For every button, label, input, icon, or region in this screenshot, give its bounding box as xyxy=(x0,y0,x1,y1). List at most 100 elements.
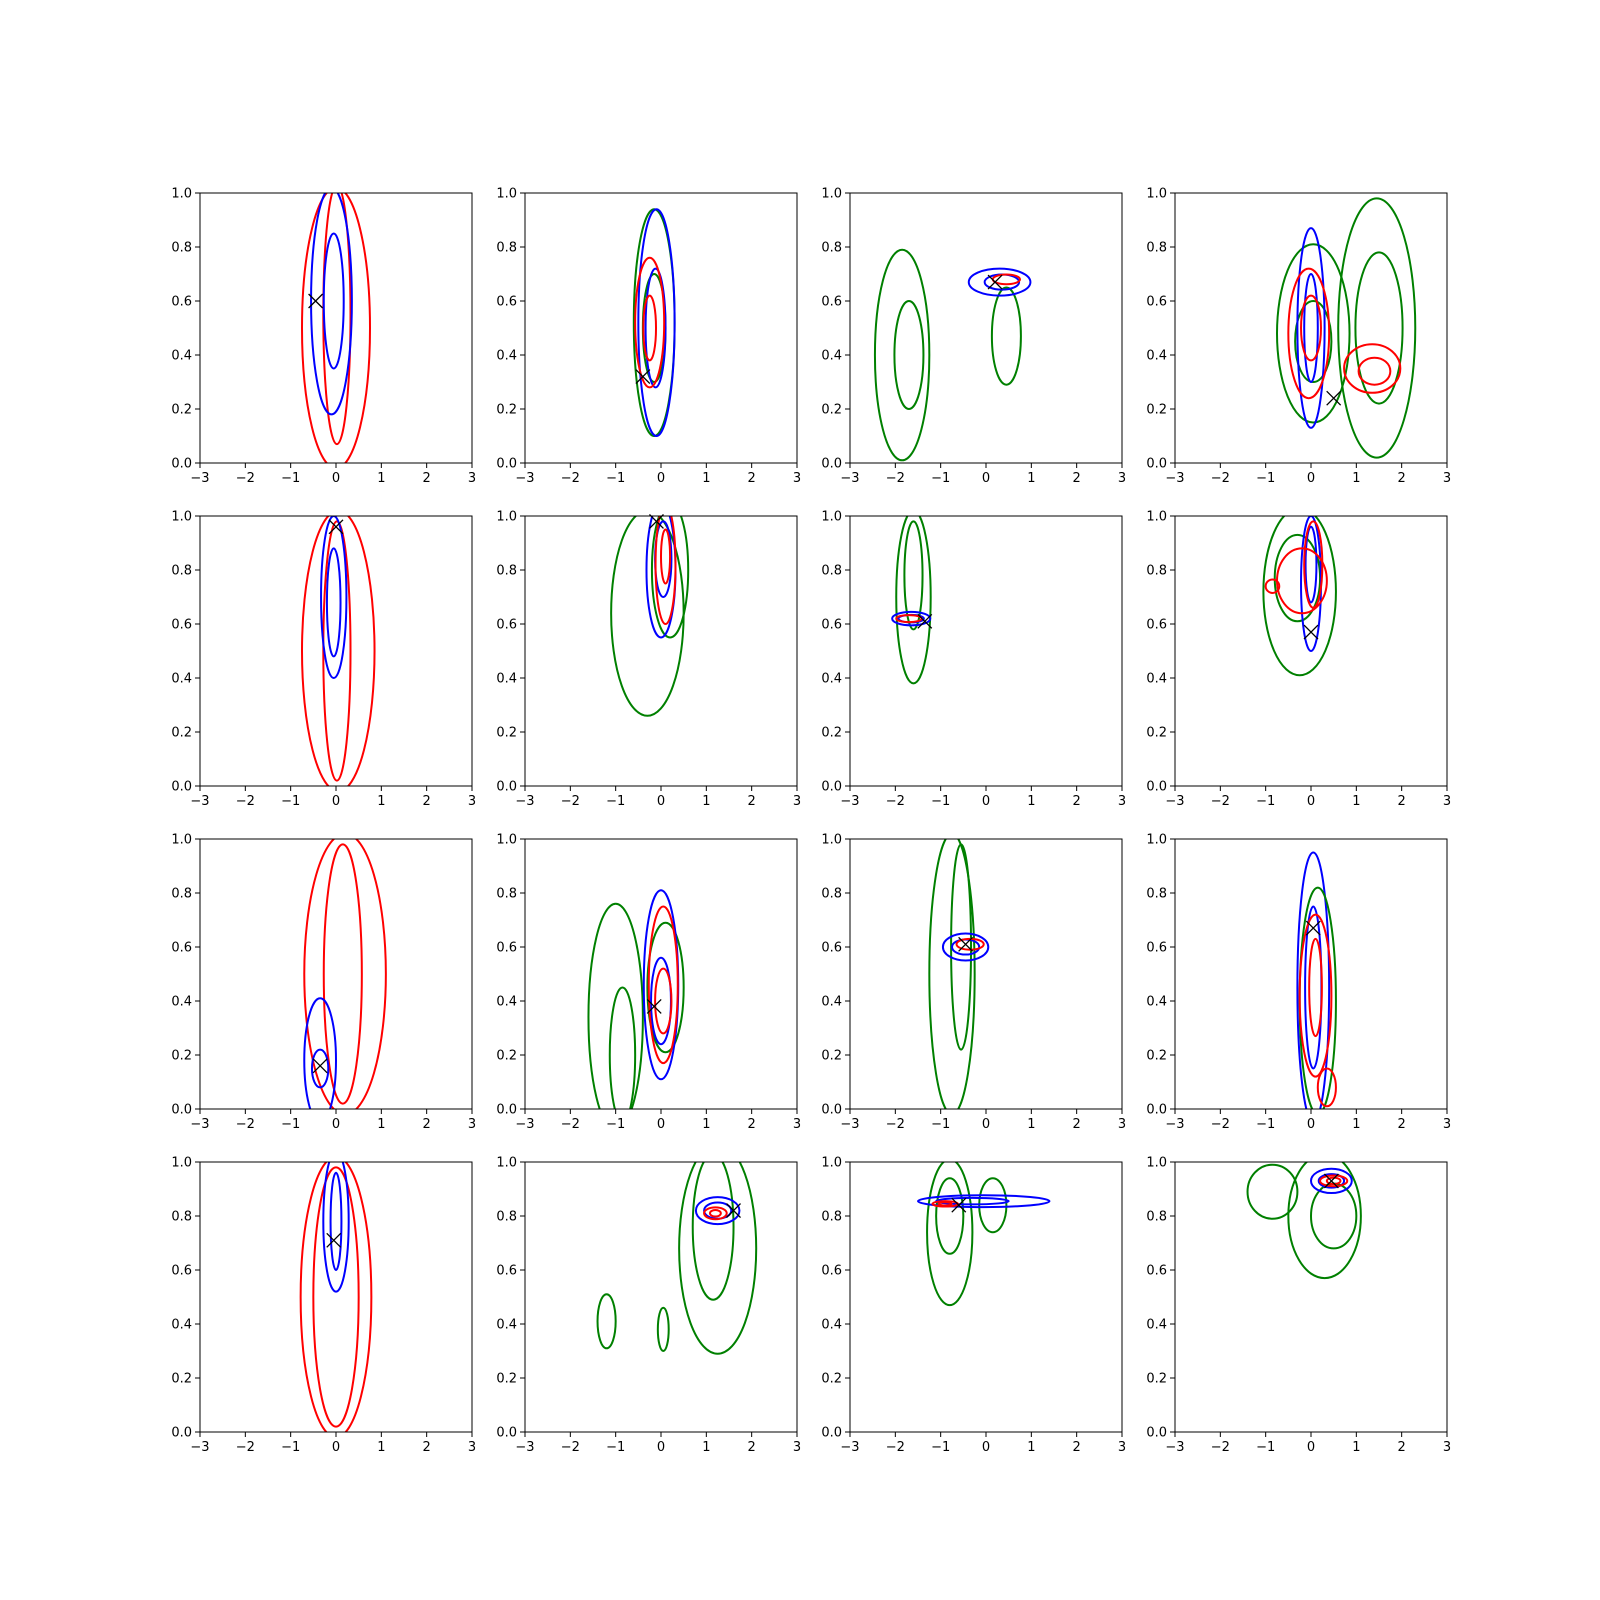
green-contour-1 xyxy=(928,839,976,1109)
axes-frame xyxy=(849,838,1123,1110)
x-tick-label: −2 xyxy=(236,1117,255,1132)
x-tick-label: 1 xyxy=(1027,1440,1035,1455)
y-tick-label: 0.8 xyxy=(496,887,517,902)
x-tick-label: −3 xyxy=(515,471,534,486)
x-tick-label: 0 xyxy=(657,471,665,486)
y-tick-label: 0.8 xyxy=(496,241,517,256)
x-tick-label: −3 xyxy=(190,471,209,486)
x-marker xyxy=(1323,1173,1339,1189)
panel-r2-c3: −3 −2 −1 0 1 2 3 0.0 0.2 0.4 0.6 0.8 1.0 xyxy=(821,510,1126,810)
contour-group xyxy=(301,516,376,786)
x-marker xyxy=(958,936,974,952)
x-tick-label: −1 xyxy=(606,471,625,486)
x-tick-label: −2 xyxy=(561,1440,580,1455)
x-tick-label: −1 xyxy=(1256,471,1275,486)
blue-contour-4 xyxy=(322,232,345,370)
x-marker xyxy=(726,1203,741,1219)
blue-contour-4 xyxy=(310,1048,330,1089)
panel-r1-c3: −3 −2 −1 0 1 2 3 0.0 0.2 0.4 0.6 0.8 1.0 xyxy=(821,187,1126,487)
axes-frame xyxy=(849,1161,1123,1433)
x-tick-label: 2 xyxy=(423,471,431,486)
red-contour-7 xyxy=(1264,578,1281,594)
panel-r4-c3: −3 −2 −1 0 1 2 3 0.0 0.2 0.4 0.6 0.8 1.0 xyxy=(821,1156,1126,1456)
contour-group xyxy=(1246,1162,1362,1280)
y-tick-label: 1.0 xyxy=(1146,1156,1167,1171)
x-tick-label: 2 xyxy=(423,794,431,809)
y-tick-label: 0.6 xyxy=(171,295,192,310)
x-tick-label: 2 xyxy=(748,1440,756,1455)
y-tick-label: 0.2 xyxy=(1146,1049,1167,1064)
green-contour-2 xyxy=(608,986,637,1109)
x-tick-label: 0 xyxy=(1307,794,1315,809)
contour-group xyxy=(1276,197,1417,459)
x-tick-label: 2 xyxy=(423,1117,431,1132)
contour-group xyxy=(610,516,690,717)
x-tick-label: −1 xyxy=(606,1440,625,1455)
x-tick-label: 3 xyxy=(793,794,801,809)
green-contour-3 xyxy=(1246,1163,1299,1220)
x-tick-label: −3 xyxy=(1165,1117,1184,1132)
y-tick-label: 0.4 xyxy=(171,995,192,1010)
y-tick-label: 0.0 xyxy=(496,1426,517,1441)
blue-contour-3 xyxy=(941,932,990,962)
y-tick-label: 0.6 xyxy=(821,295,842,310)
green-contour-3 xyxy=(646,921,685,1054)
x-tick-label: 0 xyxy=(657,1117,665,1132)
x-tick-label: 2 xyxy=(748,1117,756,1132)
blue-contour-6 xyxy=(1303,273,1319,383)
blue-contour-4 xyxy=(967,267,1032,297)
x-tick-label: −3 xyxy=(840,1440,859,1455)
green-contour-3 xyxy=(596,1293,617,1350)
y-tick-label: 1.0 xyxy=(496,187,517,202)
y-tick-label: 0.8 xyxy=(171,241,192,256)
axes-frame xyxy=(1174,838,1448,1110)
y-tick-label: 0.2 xyxy=(171,1049,192,1064)
x-marker xyxy=(312,1058,328,1074)
y-tick-label: 0.6 xyxy=(1146,1264,1167,1279)
y-tick-label: 0.0 xyxy=(1146,1103,1167,1118)
blue-contour-3 xyxy=(310,193,353,416)
y-tick-label: 0.2 xyxy=(496,1049,517,1064)
x-tick-label: 3 xyxy=(1443,794,1451,809)
green-contour-1 xyxy=(926,1162,974,1307)
y-tick-label: 0.4 xyxy=(171,349,192,364)
y-tick-label: 0.2 xyxy=(171,1372,192,1387)
blue-contour-4 xyxy=(329,1171,343,1272)
red-contour-6 xyxy=(1303,520,1324,609)
x-tick-label: −3 xyxy=(840,1117,859,1132)
panel-r3-c4: −3 −2 −1 0 1 2 3 0.0 0.2 0.4 0.6 0.8 1.0 xyxy=(1146,833,1451,1133)
panel-r3-c2: −3 −2 −1 0 1 2 3 0.0 0.2 0.4 0.6 0.8 1.0 xyxy=(496,833,801,1133)
red-contour-5 xyxy=(654,516,677,625)
y-tick-label: 1.0 xyxy=(496,1156,517,1171)
y-tick-label: 0.4 xyxy=(821,995,842,1010)
panel-r1-c2: −3 −2 −1 0 1 2 3 0.0 0.2 0.4 0.6 0.8 1.0 xyxy=(496,187,801,487)
x-marker xyxy=(1326,390,1342,406)
x-marker xyxy=(917,613,933,629)
x-tick-label: 1 xyxy=(1027,471,1035,486)
x-marker xyxy=(308,293,324,309)
x-marker xyxy=(1303,624,1319,640)
blue-contour-4 xyxy=(325,547,342,658)
red-contour-5 xyxy=(634,256,666,389)
panel-r2-c2: −3 −2 −1 0 1 2 3 0.0 0.2 0.4 0.6 0.8 1.0 xyxy=(496,510,801,810)
axes-frame xyxy=(524,192,798,464)
y-tick-label: 0.0 xyxy=(821,1426,842,1441)
y-tick-label: 0.6 xyxy=(496,941,517,956)
y-tick-label: 0.8 xyxy=(496,564,517,579)
x-tick-label: −1 xyxy=(1256,794,1275,809)
y-tick-label: 1.0 xyxy=(171,1156,192,1171)
y-tick-label: 0.6 xyxy=(821,1264,842,1279)
x-tick-label: 3 xyxy=(1118,1440,1126,1455)
x-tick-label: −1 xyxy=(931,1440,950,1455)
red-contour-6 xyxy=(1319,1174,1349,1188)
y-tick-label: 0.6 xyxy=(821,941,842,956)
x-marker xyxy=(987,274,1003,290)
x-tick-label: −2 xyxy=(236,471,255,486)
blue-contour-3 xyxy=(303,997,337,1109)
x-tick-label: 3 xyxy=(1118,471,1126,486)
green-contour-1 xyxy=(895,516,932,685)
x-tick-label: 3 xyxy=(793,1440,801,1455)
y-tick-label: 0.8 xyxy=(171,1210,192,1225)
axes-frame xyxy=(849,515,1123,787)
